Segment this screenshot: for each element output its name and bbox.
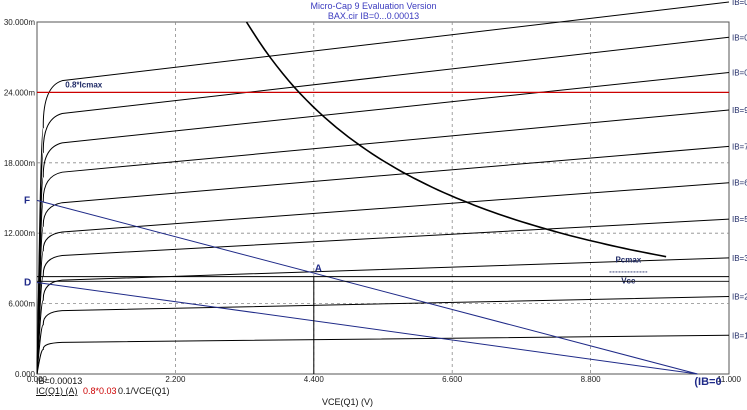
x-tick-label: 8.800: [581, 375, 602, 384]
ib-curve: [36, 71, 730, 375]
pcmax-label: Pcmax: [615, 256, 641, 265]
ib-note: IB=0.00013: [36, 376, 83, 386]
x-tick-label: 2.200: [165, 375, 186, 384]
ib-curve: [36, 109, 730, 375]
y-tick-label: 30.000m: [4, 18, 35, 27]
pcmax-curve: [245, 21, 667, 258]
ib-curve-label: IB=0.000117: [732, 33, 747, 42]
ib-curve-label: IB=2.6e-005: [732, 293, 747, 302]
ib-curve-label: IB=5.2e-005: [732, 215, 747, 224]
ib-curve-label: IB=9.1e-005: [732, 106, 747, 115]
ib-curve-label: IB=3.9e-005: [732, 254, 747, 263]
ib-zero-label: (IB=0: [694, 376, 721, 388]
chart-title: Micro-Cap 9 Evaluation Version: [310, 1, 437, 11]
x-axis-title: VCE(Q1) (V): [322, 397, 374, 407]
expr-power: 0.1/VCE(Q1): [118, 386, 170, 396]
expr-ic: IC(Q1) (A): [36, 386, 78, 396]
x-tick-label: 0.000: [27, 375, 48, 384]
point-f-label: F: [24, 195, 30, 206]
chart-subtitle: BAX.cir IB=0...0.00013: [327, 11, 420, 21]
load-line: [36, 199, 698, 375]
ib-curve-label: IB=7.8e-005: [732, 142, 747, 151]
plot-frame: [36, 21, 730, 375]
ib-curve: [36, 334, 730, 375]
y-tick-label: 24.000m: [4, 88, 35, 97]
x-tick-label: 11.000: [717, 375, 741, 384]
ib-curve: [36, 1, 730, 375]
ib-curve-label: IB=0.00013: [732, 0, 747, 7]
ib-curve-label: IB=0.000104: [732, 68, 747, 77]
y-tick-label: 0.000: [15, 370, 36, 379]
point-a-label: A: [315, 264, 322, 275]
ib-curve-label: IB=6.5e-005: [732, 179, 747, 188]
ib-curve: [36, 36, 730, 375]
expr-limit: 0.8*0.03: [83, 386, 117, 396]
icmax-label: 0.8*Icmax: [65, 80, 102, 89]
x-tick-label: 6.600: [442, 375, 463, 384]
ib-curve: [36, 257, 730, 375]
load-line: [36, 281, 698, 375]
ib-curve-label: IB=1.3e-005: [732, 331, 747, 340]
point-d-label: D: [24, 277, 31, 288]
y-tick-label: 18.000m: [4, 159, 35, 168]
x-tick-label: 4.400: [304, 375, 325, 384]
y-tick-label: 6.000m: [8, 300, 35, 309]
y-tick-label: 12.000m: [4, 229, 35, 238]
ib-curve: [36, 296, 730, 375]
